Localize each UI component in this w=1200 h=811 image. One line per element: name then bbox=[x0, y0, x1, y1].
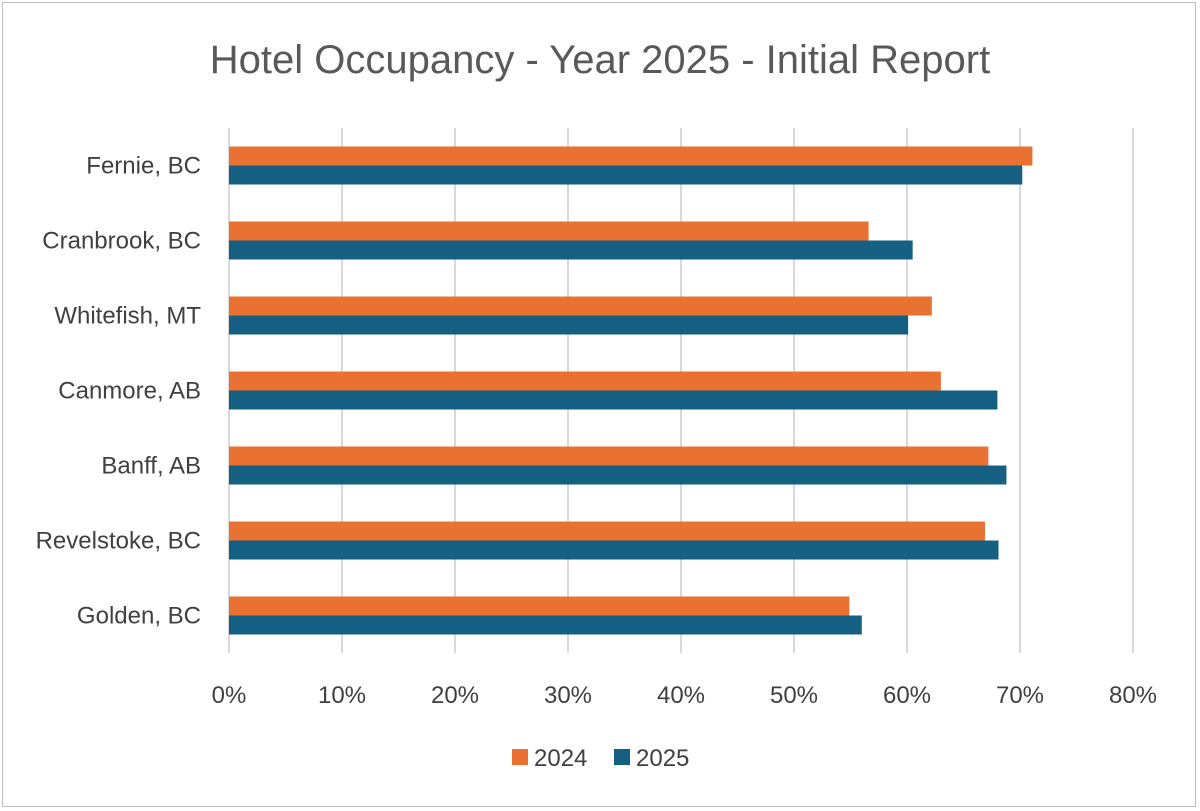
bar-2025 bbox=[229, 540, 999, 560]
x-tick-label: 80% bbox=[1109, 682, 1157, 709]
category-label: Fernie, BC bbox=[86, 153, 201, 180]
x-tick-label: 50% bbox=[770, 682, 818, 709]
bar-2024 bbox=[229, 446, 989, 466]
category-label: Canmore, AB bbox=[58, 378, 201, 405]
legend-swatch-2025 bbox=[614, 749, 630, 765]
bar-2024 bbox=[229, 521, 985, 541]
bar-2025 bbox=[229, 165, 1023, 185]
bar-2024 bbox=[229, 296, 932, 316]
legend: 2024 2025 bbox=[512, 745, 689, 772]
bars bbox=[229, 146, 1033, 635]
x-tick-labels: 0% 10% 20% 30% 40% 50% 60% 70% 80% bbox=[212, 682, 1157, 709]
category-label: Golden, BC bbox=[77, 603, 201, 630]
bar-2024 bbox=[229, 596, 850, 616]
chart-title: Hotel Occupancy - Year 2025 - Initial Re… bbox=[210, 38, 990, 82]
x-tick-label: 0% bbox=[212, 682, 247, 709]
category-label: Cranbrook, BC bbox=[42, 228, 201, 255]
legend-label-2024: 2024 bbox=[534, 745, 587, 772]
x-tick-label: 70% bbox=[996, 682, 1044, 709]
bar-2024 bbox=[229, 221, 869, 241]
category-label: Whitefish, MT bbox=[54, 303, 201, 330]
x-tick-label: 20% bbox=[431, 682, 479, 709]
bar-2025 bbox=[229, 390, 998, 410]
bar-2025 bbox=[229, 240, 913, 260]
bar-2025 bbox=[229, 615, 862, 635]
hotel-occupancy-chart: Hotel Occupancy - Year 2025 - Initial Re… bbox=[36, 38, 1157, 772]
bar-2024 bbox=[229, 146, 1033, 166]
bar-2025 bbox=[229, 315, 909, 335]
bar-2025 bbox=[229, 465, 1007, 485]
legend-swatch-2024 bbox=[512, 749, 528, 765]
category-label: Banff, AB bbox=[101, 453, 201, 480]
category-labels: Fernie, BC Cranbrook, BC Whitefish, MT Canm… bbox=[36, 153, 202, 630]
x-tick-label: 10% bbox=[318, 682, 366, 709]
x-tick-label: 40% bbox=[657, 682, 705, 709]
category-label: Revelstoke, BC bbox=[36, 528, 201, 555]
bar-2024 bbox=[229, 371, 941, 391]
x-tick-label: 30% bbox=[544, 682, 592, 709]
legend-label-2025: 2025 bbox=[636, 745, 689, 772]
x-tick-label: 60% bbox=[883, 682, 931, 709]
